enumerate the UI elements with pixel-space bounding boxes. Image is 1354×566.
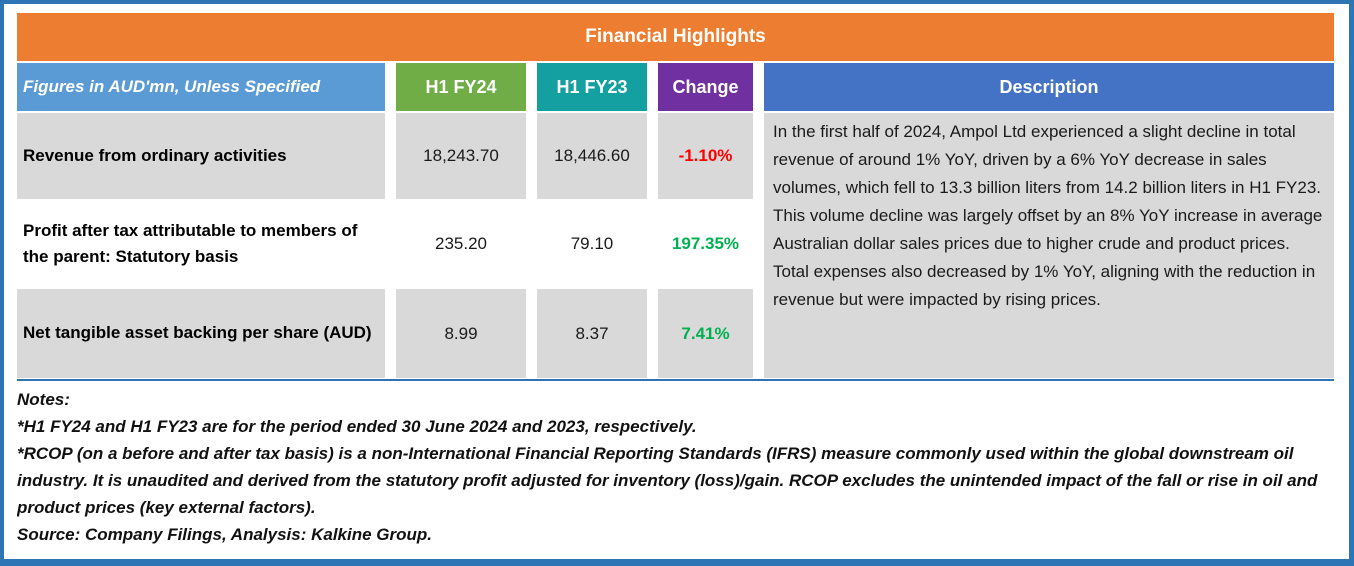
row-label-nta-per-share: Net tangible asset backing per share (AU… xyxy=(17,289,385,378)
nta-h1fy23-value: 8.37 xyxy=(537,289,647,378)
profit-h1fy24-value: 235.20 xyxy=(435,234,487,253)
table-bottom-rule xyxy=(17,379,1334,381)
column-header-h1fy24: H1 FY24 xyxy=(396,63,526,111)
profit-h1fy23-value: 79.10 xyxy=(570,234,614,253)
notes-section: Notes: *H1 FY24 and H1 FY23 are for the … xyxy=(17,386,1334,548)
profit-change-value: 197.35% xyxy=(671,234,740,253)
row-label-profit-after-tax: Profit after tax attributable to members… xyxy=(23,220,358,266)
row-label-revenue: Revenue from ordinary activities xyxy=(17,113,385,199)
column-header-change: Change xyxy=(658,63,753,111)
column-header-h1fy23: H1 FY23 xyxy=(537,63,647,111)
nta-change-value: 7.41% xyxy=(658,289,753,378)
panel-title: Financial Highlights xyxy=(17,13,1334,61)
notes-heading: Notes: xyxy=(17,390,70,409)
description-text: In the first half of 2024, Ampol Ltd exp… xyxy=(764,113,1334,378)
column-header-description: Description xyxy=(764,63,1334,111)
column-header-figures: Figures in AUD'mn, Unless Specified xyxy=(17,63,385,111)
note-rcop: *RCOP (on a before and after tax basis) … xyxy=(17,444,1318,517)
nta-h1fy24-value: 8.99 xyxy=(396,289,526,378)
revenue-h1fy23-value: 18,446.60 xyxy=(537,113,647,199)
note-period: *H1 FY24 and H1 FY23 are for the period … xyxy=(17,417,697,436)
financial-table: Figures in AUD'mn, Unless Specified H1 F… xyxy=(17,63,1334,378)
revenue-change-value: -1.10% xyxy=(658,113,753,199)
note-source: Source: Company Filings, Analysis: Kalki… xyxy=(17,525,433,544)
revenue-h1fy24-value: 18,243.70 xyxy=(396,113,526,199)
